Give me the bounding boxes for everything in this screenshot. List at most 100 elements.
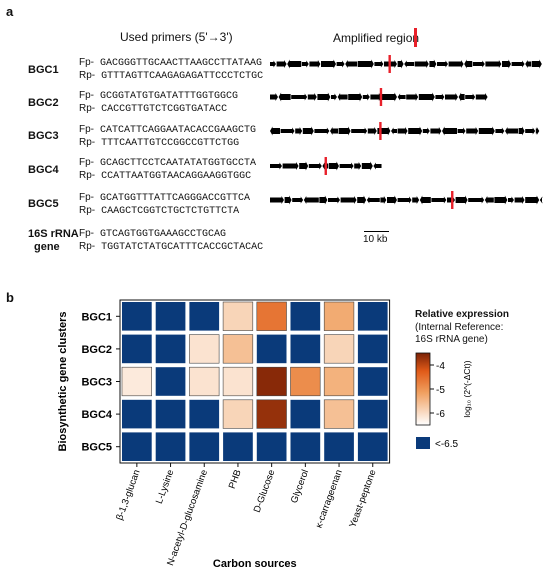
heatmap-cell <box>323 334 355 364</box>
amplified-region-marker <box>388 55 391 73</box>
heatmap-cell <box>155 302 186 331</box>
colorbar-axis-label: log₁₀ (2^(-ΔCt)) <box>462 360 472 417</box>
scale-bar-label: 10 kb <box>363 234 388 245</box>
heatmap-cell <box>155 367 186 396</box>
bgc-name: BGC1 <box>28 64 59 76</box>
gene-arrow <box>308 162 322 170</box>
gene-arrow <box>309 60 321 68</box>
gene-arrow <box>485 60 502 68</box>
column-label: Yeast-peptone <box>347 468 378 529</box>
gene-arrow <box>437 60 448 68</box>
bgc-name: BGC2 <box>28 97 59 109</box>
gene-arrow <box>361 161 373 171</box>
gene-arrow <box>321 59 336 69</box>
heatmap-cell <box>223 432 253 461</box>
gene-arrow <box>276 60 287 68</box>
heatmap-cell <box>256 334 287 364</box>
heatmap-cell <box>357 334 388 364</box>
colorbar-subtitle: (Internal Reference: 16S rRNA gene) <box>415 322 504 345</box>
gene-arrow <box>397 196 412 204</box>
gene-arrow <box>336 60 345 68</box>
gene-arrow <box>511 60 525 68</box>
heatmap-cell <box>323 301 355 331</box>
heatmap-cell <box>290 399 321 429</box>
gene-arrow <box>494 195 508 205</box>
gene-arrow <box>478 126 495 136</box>
gene-arrow <box>307 93 317 101</box>
gene-arrow <box>282 162 299 170</box>
scale-bar <box>364 231 389 232</box>
forward-primer: Fp- GACGGGTTGCAACTTAAGCCTTATAAG <box>79 57 263 69</box>
row-label: BGC3 <box>81 377 112 389</box>
gene-arrow <box>447 196 455 204</box>
gene-arrow <box>373 162 382 170</box>
gene-arrow <box>302 126 314 136</box>
gene-arrow <box>535 127 540 135</box>
gene-arrow <box>412 196 420 204</box>
gene-arrow <box>380 196 387 204</box>
gene-arrow <box>465 93 476 101</box>
gene-arrow <box>397 127 408 135</box>
gene-arrow <box>303 196 319 204</box>
row-label: BGC1 <box>81 311 112 323</box>
region-header: Amplified region <box>333 31 420 45</box>
gene-arrow <box>354 162 362 170</box>
panel-b-label: b <box>6 290 14 305</box>
gene-arrow <box>270 60 276 68</box>
heatmap-cell <box>256 366 287 397</box>
gene-cluster-bgc1 <box>270 55 542 73</box>
heatmap-cell <box>357 367 388 396</box>
forward-primer: Fp- GCAGCTTCCTCAATATATGGTGCCTA <box>79 157 257 169</box>
heatmap-cell <box>290 432 321 461</box>
gene-arrow <box>366 196 380 204</box>
gene-arrow <box>291 93 308 101</box>
row-label: BGC5 <box>81 442 112 454</box>
gene-arrow <box>330 127 338 135</box>
heatmap-cell <box>122 399 152 429</box>
gene-arrow <box>442 126 457 136</box>
gene-arrow <box>317 92 331 102</box>
gene-arrow <box>340 196 357 204</box>
gene-arrow <box>339 162 354 170</box>
gene-arrow <box>270 162 282 170</box>
gene-arrow <box>484 196 494 204</box>
gene-arrow <box>370 93 382 101</box>
gene-arrow <box>345 60 358 68</box>
bgc-name: BGC5 <box>28 198 59 210</box>
reverse-primer: Rp- TGGTATCTATGCATTTCACCGCTACAC <box>79 241 264 253</box>
gene-arrow <box>457 127 466 135</box>
heatmap-cell <box>155 399 186 429</box>
gene-arrow <box>270 196 284 204</box>
heatmap-cell <box>222 366 254 397</box>
gene-arrow <box>525 127 536 135</box>
heatmap-cell <box>290 366 321 397</box>
heatmap-cell <box>189 432 220 461</box>
gene-arrow <box>422 127 430 135</box>
colorbar-tick-label: -6 <box>436 409 445 420</box>
colorbar-tick-label: -4 <box>436 361 445 372</box>
gene-arrow <box>314 127 330 135</box>
below-range-swatch <box>416 437 430 449</box>
heatmap-cell <box>323 366 355 397</box>
reverse-primer: Rp- GTTTAGTTCAAGAGAGATTCCCTCTGC <box>79 70 264 82</box>
gene-arrow <box>455 195 468 205</box>
gene-arrow <box>514 196 525 204</box>
gene-arrow <box>531 59 542 69</box>
gene-arrow <box>280 127 295 135</box>
column-label: Glycerol <box>289 468 311 505</box>
gene-arrow <box>414 60 429 68</box>
heatmap-cell <box>324 432 354 461</box>
column-label: κ-carrageenan <box>314 468 345 529</box>
heatmap-cell <box>189 366 220 397</box>
heatmap-cell <box>357 399 388 429</box>
bgc-name: BGC4 <box>28 164 59 176</box>
gene-arrow <box>431 196 447 204</box>
below-range-label: <-6.5 <box>435 439 459 450</box>
heatmap-cell <box>222 301 254 331</box>
heatmap-cell <box>290 302 321 331</box>
heatmap-cell <box>121 366 153 397</box>
amplified-region-marker <box>451 191 454 209</box>
gene-arrow <box>374 60 384 68</box>
gene-arrow <box>406 93 419 101</box>
column-label: β-1,3-glucan <box>114 468 142 522</box>
